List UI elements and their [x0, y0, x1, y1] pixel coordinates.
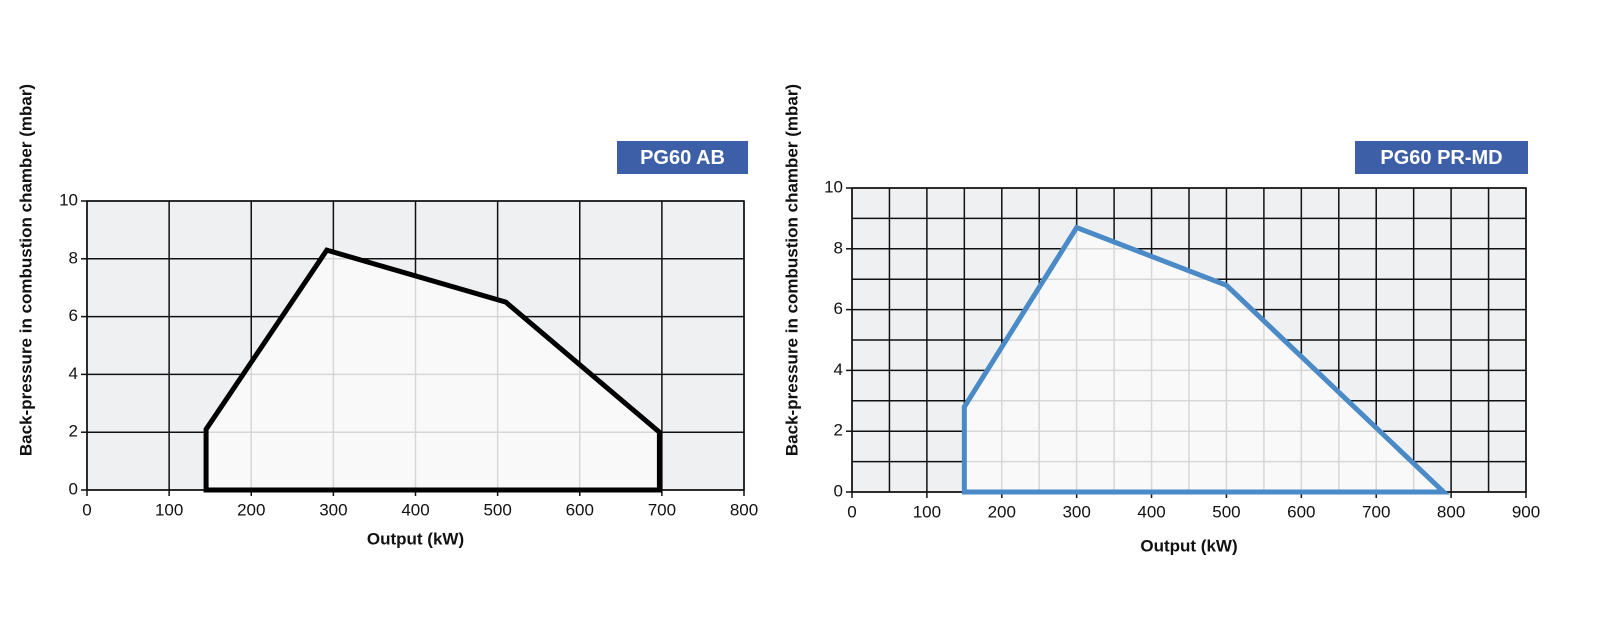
x-tick-label: 500: [1212, 502, 1240, 521]
x-tick-label: 500: [483, 500, 511, 519]
x-tick-label: 700: [1362, 502, 1390, 521]
y-tick-label: 8: [834, 238, 843, 257]
y-tick-label: 8: [69, 248, 78, 267]
x-tick-label: 0: [82, 500, 91, 519]
y-tick-label: 0: [834, 481, 843, 500]
x-tick-label: 0: [847, 502, 856, 521]
x-tick-label: 100: [913, 502, 941, 521]
operating-range: [203, 247, 662, 493]
x-tick-label: 800: [730, 500, 758, 519]
title-badge: [617, 141, 748, 174]
x-tick-label: 700: [648, 500, 676, 519]
x-tick-label: 900: [1512, 502, 1540, 521]
x-tick-label: 300: [319, 500, 347, 519]
x-tick-label: 300: [1062, 502, 1090, 521]
y-axis-label: Back-pressure in combustion chamber (mba…: [782, 84, 801, 456]
y-tick-label: 6: [834, 299, 843, 318]
y-tick-label: 2: [834, 421, 843, 440]
x-tick-label: 200: [237, 500, 265, 519]
x-tick-label: 600: [566, 500, 594, 519]
chart-title: PG60 AB: [640, 147, 725, 169]
y-tick-label: 10: [59, 190, 78, 209]
y-tick-label: 10: [824, 177, 843, 196]
chart-title: PG60 PR-MD: [1380, 147, 1502, 169]
y-tick-label: 4: [69, 364, 78, 383]
x-tick-label: 100: [155, 500, 183, 519]
y-tick-label: 4: [834, 360, 843, 379]
x-tick-label: 400: [401, 500, 429, 519]
x-tick-label: 800: [1437, 502, 1465, 521]
y-axis-label: Back-pressure in combustion chamber (mba…: [16, 84, 35, 456]
x-tick-label: 200: [988, 502, 1016, 521]
x-tick-label: 400: [1137, 502, 1165, 521]
y-tick-label: 0: [69, 479, 78, 498]
x-axis-label: Output (kW): [1140, 536, 1237, 555]
x-axis-label: Output (kW): [367, 529, 464, 548]
x-tick-label: 600: [1287, 502, 1315, 521]
y-tick-label: 2: [69, 422, 78, 441]
title-badge: [1355, 141, 1528, 174]
operating-range: [961, 224, 1450, 495]
y-tick-label: 6: [69, 306, 78, 325]
